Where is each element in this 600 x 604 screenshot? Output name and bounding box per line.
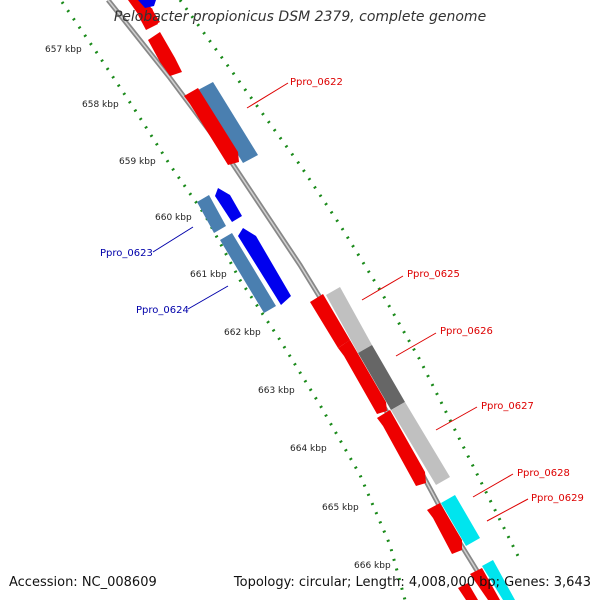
cds-forward-arrow[interactable] — [470, 568, 500, 600]
cds-reverse-arrow[interactable] — [215, 188, 242, 222]
leader-line — [395, 332, 437, 357]
leader-line — [246, 82, 289, 109]
leader-line — [472, 473, 514, 498]
leader-line — [435, 406, 478, 431]
leader-line — [152, 226, 194, 253]
tick-label: 664 kbp — [290, 444, 327, 454]
cds-forward-arrow[interactable] — [148, 32, 182, 76]
cyan-block[interactable] — [441, 495, 480, 546]
grey-block[interactable] — [391, 402, 450, 485]
cds-forward-arrow[interactable] — [310, 294, 350, 348]
gene-label-ppro-0626[interactable]: Ppro_0626 — [440, 326, 493, 337]
cds-forward-arrow[interactable] — [427, 503, 462, 554]
tick-label: 662 kbp — [224, 328, 261, 338]
gene-label-ppro-0625[interactable]: Ppro_0625 — [407, 269, 460, 280]
ruler-outer-dotted — [178, 0, 522, 561]
cds-reverse-arrow[interactable] — [238, 228, 291, 305]
tick-label: 659 kbp — [119, 157, 156, 167]
ruler-inner-dotted — [60, 1, 407, 601]
tick-label: 666 kbp — [354, 561, 391, 571]
leader-line — [361, 275, 404, 301]
grey-block[interactable] — [326, 287, 372, 353]
tick-label: 665 kbp — [322, 503, 359, 513]
tick-label: 661 kbp — [190, 270, 227, 280]
genome-backbone-highlight — [107, 0, 496, 601]
gene-label-ppro-0624[interactable]: Ppro_0624 — [136, 305, 189, 316]
accession-label: Accession: NC_008609 — [9, 575, 157, 590]
rna-block[interactable] — [197, 195, 226, 233]
rna-block[interactable] — [220, 233, 276, 313]
tick-label: 660 kbp — [155, 213, 192, 223]
leader-line — [187, 285, 229, 310]
cds-forward-arrow[interactable] — [377, 410, 426, 486]
tick-label: 663 kbp — [258, 386, 295, 396]
dark-grey-block[interactable] — [358, 345, 405, 410]
leader-lines — [152, 82, 529, 522]
gene-label-ppro-0628[interactable]: Ppro_0628 — [517, 468, 570, 479]
tick-label: 657 kbp — [45, 45, 82, 55]
gene-label-ppro-0627[interactable]: Ppro_0627 — [481, 401, 534, 412]
kbp-ticks: 657 kbp 658 kbp 659 kbp 660 kbp 661 kbp … — [45, 45, 391, 571]
cds-forward-arrow[interactable] — [184, 88, 239, 165]
cds-forward-arrow[interactable] — [338, 340, 387, 414]
gene-label-ppro-0629[interactable]: Ppro_0629 — [531, 493, 584, 504]
cds-reverse-arrow[interactable] — [138, 0, 156, 8]
cds-forward-arrow[interactable] — [458, 583, 478, 600]
gene-label-ppro-0623[interactable]: Ppro_0623 — [100, 248, 153, 259]
map-title: Pelobacter propionicus DSM 2379, complet… — [113, 9, 487, 25]
cyan-block[interactable] — [482, 560, 515, 600]
rna-block[interactable] — [198, 82, 258, 163]
gene-labels: Ppro_0622 Ppro_0623 Ppro_0624 Ppro_0625 … — [100, 77, 584, 504]
leader-line — [486, 498, 529, 522]
genome-summary: Topology: circular; Length: 4,008,000 bp… — [233, 575, 591, 590]
cds-forward-arrow[interactable] — [138, 8, 158, 30]
tick-label: 658 kbp — [82, 100, 119, 110]
gene-label-ppro-0622[interactable]: Ppro_0622 — [290, 77, 343, 88]
